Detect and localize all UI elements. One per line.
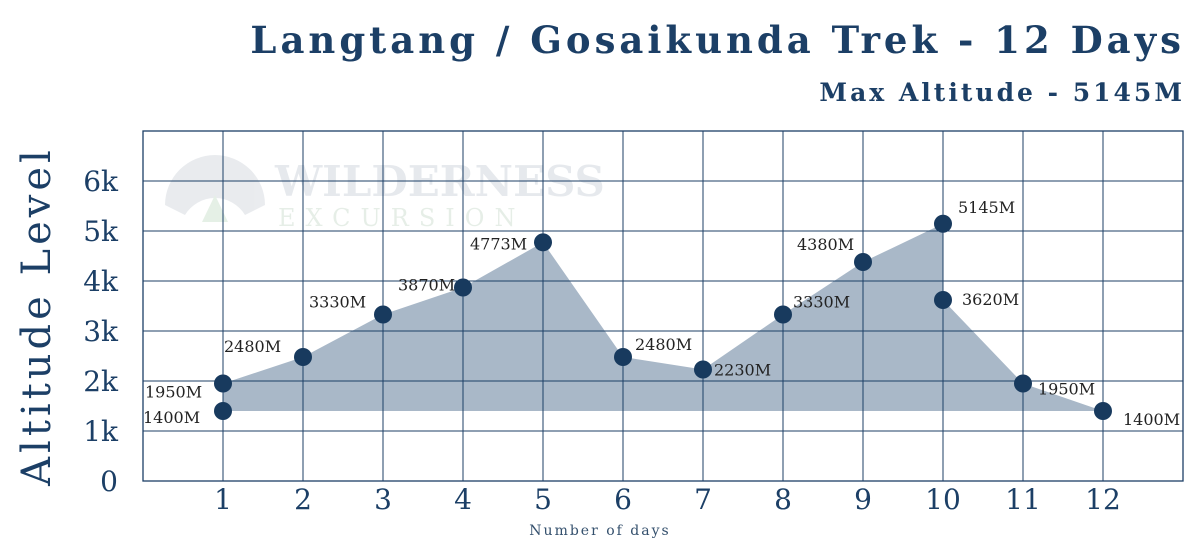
y-tick-label: 5k [83,215,119,248]
data-point [694,360,712,379]
data-point [614,348,632,366]
data-label: 4773M [470,234,527,253]
x-tick-label: 5 [534,483,552,516]
plot-frame [142,130,1184,482]
data-point [1094,402,1112,420]
x-tick-label: 6 [614,483,632,516]
x-tick-label: 1 [214,483,232,516]
data-label: 3870M [398,276,455,295]
x-tick-label: 9 [854,483,872,516]
area-fill [223,223,1103,411]
data-label: 3620M [962,290,1019,309]
x-tick-label: 3 [374,483,392,516]
y-tick-label: 3k [83,315,119,348]
y-tick-label: 0 [100,465,118,498]
data-label: 5145M [958,198,1015,217]
data-point [854,253,872,271]
watermark-subtext: EXCURSION [278,204,525,232]
chart-title: Langtang / Gosaikunda Trek - 12 Days [250,18,1185,62]
data-label: 2230M [714,361,771,380]
data-point [534,233,552,252]
x-tick-label: 4 [454,483,472,516]
data-label: 1950M [1038,380,1095,399]
y-tick-label: 2k [83,365,119,398]
x-tick-label: 8 [774,483,792,516]
y-tick-label: 6k [83,165,119,198]
data-point [934,214,952,233]
data-point [374,305,392,324]
data-point [774,305,792,324]
data-label: 3330M [309,293,366,312]
x-tick-label: 11 [1005,483,1041,516]
x-tick-label: 7 [694,483,712,516]
x-axis-label: Number of days [529,523,671,539]
watermark-logo [165,155,265,222]
data-label: 1400M [1123,410,1180,429]
data-point [1014,374,1032,393]
x-tick-label: 12 [1085,483,1121,516]
chart-subtitle: Max Altitude - 5145M [819,78,1185,107]
data-label: 2480M [635,335,692,354]
data-point [294,348,312,366]
data-label: 4380M [797,235,854,254]
data-point [934,291,952,309]
y-tick-label: 1k [83,415,119,448]
x-tick-label: 10 [925,483,961,516]
x-tick-label: 2 [294,483,312,516]
data-label: 2480M [224,337,281,356]
data-label: 1950M [145,383,202,402]
y-axis-label: Altitude Level [14,146,60,487]
data-label: 3330M [793,293,850,312]
data-point [214,402,232,420]
data-point [454,278,472,297]
y-tick-label: 4k [83,265,119,298]
data-label: 1400M [143,408,200,427]
data-point [214,374,232,393]
